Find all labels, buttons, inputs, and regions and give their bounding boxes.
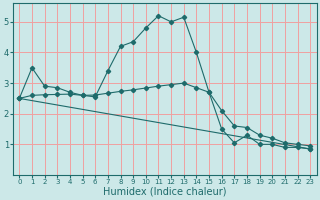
X-axis label: Humidex (Indice chaleur): Humidex (Indice chaleur) — [103, 187, 227, 197]
